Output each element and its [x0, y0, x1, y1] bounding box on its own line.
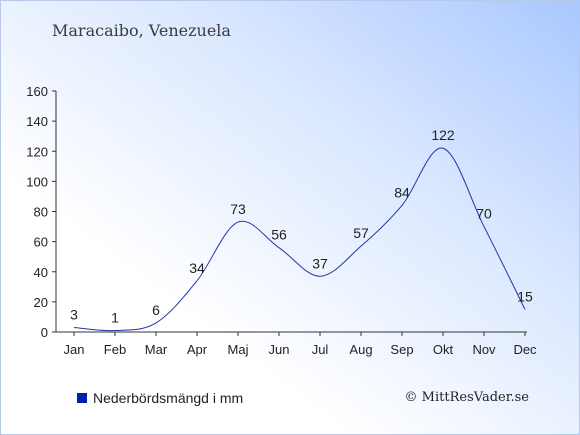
- data-label: 56: [271, 227, 287, 243]
- x-tick-label: Apr: [187, 342, 208, 357]
- x-tick-label: Maj: [228, 342, 249, 357]
- data-label: 84: [394, 184, 410, 200]
- y-tick-label: 60: [34, 235, 48, 250]
- x-tick-label: Jul: [312, 342, 329, 357]
- data-label: 34: [189, 260, 205, 276]
- x-tick-label: Aug: [349, 342, 372, 357]
- x-tick-label: Jan: [64, 342, 85, 357]
- data-label: 15: [517, 288, 533, 304]
- y-tick-label: 120: [26, 144, 48, 159]
- x-tick-label: Nov: [472, 342, 496, 357]
- data-label: 3: [70, 306, 78, 322]
- data-labels: 3 1 6 34 73 56 37 57 84 122 70 15: [70, 127, 533, 325]
- x-tick-label: Dec: [513, 342, 537, 357]
- y-tick-label: 160: [26, 84, 48, 99]
- x-axis-ticks: Jan Feb Mar Apr Maj Jun Jul Aug Sep Okt Nov Dec: [64, 332, 537, 357]
- y-axis-ticks: 0 20 40 60 80 100 120 140 160: [26, 84, 56, 340]
- y-tick-label: 100: [26, 174, 48, 189]
- data-label: 73: [230, 201, 246, 217]
- x-tick-label: Sep: [390, 342, 413, 357]
- y-tick-label: 20: [34, 295, 48, 310]
- data-label: 70: [476, 206, 492, 222]
- y-tick-label: 0: [41, 325, 48, 340]
- data-label: 6: [152, 302, 160, 318]
- location-title: Maracaibo, Venezuela: [52, 21, 231, 40]
- x-tick-label: Okt: [433, 342, 454, 357]
- y-tick-label: 80: [34, 205, 48, 220]
- data-label: 57: [353, 225, 369, 241]
- data-label: 37: [312, 255, 328, 271]
- copyright-text: © MittResVader.se: [404, 390, 529, 405]
- legend-label: Nederbördsmängd i mm: [93, 390, 244, 406]
- legend-swatch: [77, 393, 87, 403]
- x-tick-label: Mar: [145, 342, 168, 357]
- y-tick-label: 40: [34, 265, 48, 280]
- x-tick-label: Jun: [269, 342, 290, 357]
- x-tick-label: Feb: [104, 342, 126, 357]
- data-label: 122: [431, 127, 455, 143]
- axes: [55, 91, 527, 333]
- data-label: 1: [111, 309, 119, 325]
- precipitation-line: [73, 147, 526, 332]
- y-tick-label: 140: [26, 114, 48, 129]
- legend: Nederbördsmängd i mm: [77, 390, 243, 406]
